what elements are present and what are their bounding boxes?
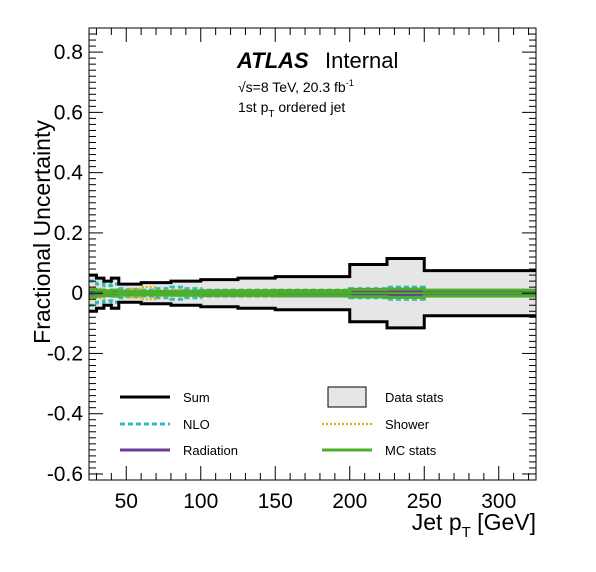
y-tick-label: 0.8 bbox=[54, 41, 83, 64]
x-axis-title: Jet pT [GeV] bbox=[412, 509, 536, 541]
axis-tick-labels: 50 100 150 200 250 300 -0.6 -0.4 -0.2 0 0.2 0.4 0.6 0… bbox=[47, 41, 516, 513]
x-tick-label: 250 bbox=[407, 490, 442, 513]
atlas-label: ATLAS bbox=[236, 48, 309, 73]
x-tick-label: 50 bbox=[115, 490, 138, 513]
axis-ticks bbox=[89, 28, 536, 480]
series-mc-stats-upper bbox=[89, 287, 536, 293]
status-label: Internal bbox=[325, 48, 398, 73]
y-tick-label: -0.4 bbox=[47, 403, 84, 426]
legend-swatch-data-stats bbox=[327, 386, 367, 408]
legend-label-radiation: Radiation bbox=[183, 443, 238, 458]
legend-label-mc-stats: MC stats bbox=[385, 443, 437, 458]
series-nlo-upper bbox=[89, 279, 536, 294]
y-tick-label: 0.2 bbox=[54, 222, 83, 245]
legend-label-sum: Sum bbox=[183, 390, 210, 405]
series-nlo-lower bbox=[89, 293, 536, 307]
series-sum-upper bbox=[89, 257, 536, 286]
x-tick-label: 100 bbox=[183, 490, 218, 513]
y-tick-label: 0.4 bbox=[54, 162, 84, 185]
series-sum-lower bbox=[89, 300, 536, 330]
y-tick-label: -0.6 bbox=[47, 463, 83, 486]
x-tick-label: 150 bbox=[258, 490, 293, 513]
legend-label-data-stats: Data stats bbox=[385, 390, 444, 405]
y-tick-label: 0 bbox=[71, 282, 83, 305]
x-tick-label: 200 bbox=[332, 490, 367, 513]
energy-label: √s=8 TeV, 20.3 fb-1 bbox=[238, 78, 354, 95]
legend: Sum NLO Radiation Data stats Shower MC stats bbox=[120, 386, 444, 458]
y-axis-title: Fractional Uncertainty bbox=[29, 120, 55, 344]
y-tick-label: 0.6 bbox=[54, 101, 83, 124]
y-tick-label: -0.2 bbox=[47, 342, 83, 365]
legend-label-shower: Shower bbox=[385, 417, 430, 432]
series-mc-stats-lower bbox=[89, 293, 536, 299]
selection-label: 1st pT ordered jet bbox=[238, 99, 345, 120]
legend-label-nlo: NLO bbox=[183, 417, 210, 432]
series-layer bbox=[89, 257, 536, 330]
x-tick-label: 300 bbox=[481, 490, 516, 513]
plot-frame bbox=[88, 27, 537, 481]
